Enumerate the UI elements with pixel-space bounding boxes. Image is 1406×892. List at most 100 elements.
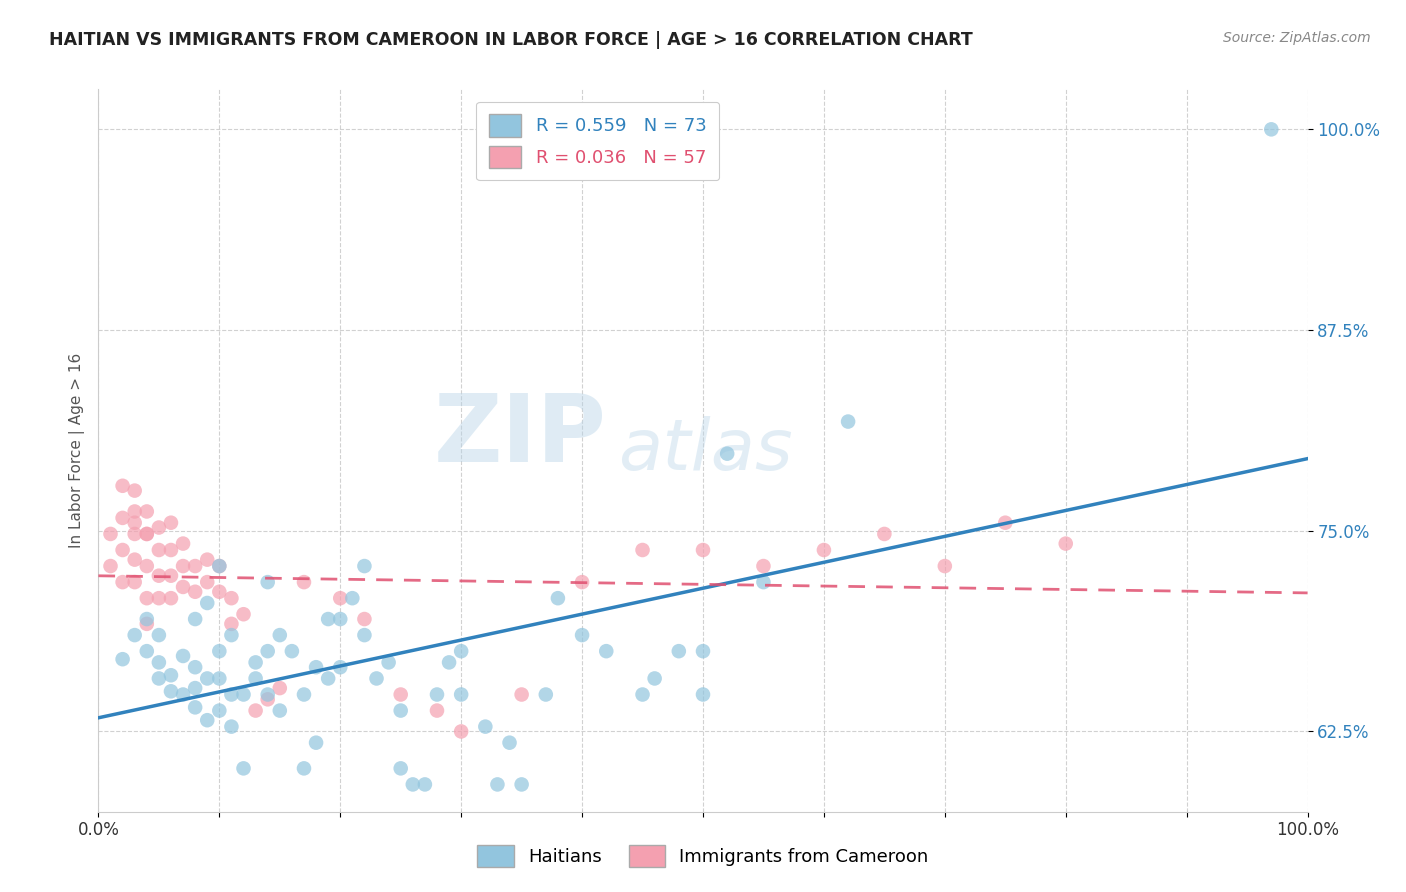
- Point: [413, 777, 436, 791]
- Point: [631, 688, 654, 702]
- Point: [221, 720, 243, 734]
- Point: [135, 527, 157, 541]
- Point: [208, 644, 231, 658]
- Point: [329, 612, 352, 626]
- Point: [160, 684, 183, 698]
- Point: [208, 559, 231, 574]
- Point: [547, 591, 569, 606]
- Point: [692, 543, 714, 558]
- Point: [571, 575, 593, 590]
- Point: [269, 681, 291, 695]
- Point: [269, 628, 291, 642]
- Point: [316, 612, 339, 626]
- Point: [402, 777, 425, 791]
- Point: [148, 543, 170, 558]
- Point: [195, 596, 218, 610]
- Point: [124, 527, 146, 541]
- Point: [124, 552, 146, 566]
- Point: [221, 591, 243, 606]
- Point: [752, 559, 775, 574]
- Point: [934, 559, 956, 574]
- Point: [353, 628, 375, 642]
- Point: [305, 736, 328, 750]
- Point: [195, 552, 218, 566]
- Legend: Haitians, Immigrants from Cameroon: Haitians, Immigrants from Cameroon: [470, 838, 936, 874]
- Point: [534, 688, 557, 702]
- Point: [172, 688, 194, 702]
- Point: [595, 644, 617, 658]
- Point: [716, 447, 738, 461]
- Point: [256, 692, 278, 706]
- Point: [389, 688, 412, 702]
- Point: [184, 612, 207, 626]
- Point: [269, 704, 291, 718]
- Point: [172, 559, 194, 574]
- Point: [631, 543, 654, 558]
- Point: [135, 559, 157, 574]
- Point: [184, 559, 207, 574]
- Point: [148, 672, 170, 686]
- Point: [256, 688, 278, 702]
- Point: [208, 704, 231, 718]
- Point: [498, 736, 520, 750]
- Point: [172, 648, 194, 663]
- Point: [184, 584, 207, 599]
- Point: [184, 660, 207, 674]
- Point: [148, 568, 170, 582]
- Point: [111, 511, 134, 525]
- Point: [1054, 536, 1077, 550]
- Point: [208, 672, 231, 686]
- Point: [135, 591, 157, 606]
- Point: [450, 688, 472, 702]
- Point: [329, 660, 352, 674]
- Point: [377, 656, 399, 670]
- Point: [124, 575, 146, 590]
- Point: [245, 656, 267, 670]
- Point: [474, 720, 496, 734]
- Point: [510, 777, 533, 791]
- Point: [305, 660, 328, 674]
- Point: [752, 575, 775, 590]
- Point: [148, 628, 170, 642]
- Point: [353, 559, 375, 574]
- Point: [342, 591, 364, 606]
- Point: [111, 652, 134, 666]
- Point: [195, 575, 218, 590]
- Point: [426, 688, 449, 702]
- Point: [195, 672, 218, 686]
- Point: [450, 724, 472, 739]
- Point: [100, 559, 122, 574]
- Point: [135, 644, 157, 658]
- Point: [124, 504, 146, 518]
- Point: [111, 575, 134, 590]
- Point: [160, 516, 183, 530]
- Point: [184, 700, 207, 714]
- Point: [692, 688, 714, 702]
- Point: [873, 527, 896, 541]
- Point: [172, 580, 194, 594]
- Point: [692, 644, 714, 658]
- Point: [160, 668, 183, 682]
- Point: [135, 504, 157, 518]
- Point: [837, 415, 859, 429]
- Point: [221, 628, 243, 642]
- Point: [281, 644, 304, 658]
- Point: [256, 644, 278, 658]
- Point: [221, 688, 243, 702]
- Point: [1260, 122, 1282, 136]
- Point: [813, 543, 835, 558]
- Point: [221, 616, 243, 631]
- Point: [135, 612, 157, 626]
- Point: [100, 527, 122, 541]
- Point: [316, 672, 339, 686]
- Point: [124, 483, 146, 498]
- Point: [292, 761, 315, 775]
- Point: [510, 688, 533, 702]
- Point: [124, 516, 146, 530]
- Point: [256, 575, 278, 590]
- Point: [148, 656, 170, 670]
- Point: [208, 584, 231, 599]
- Point: [184, 681, 207, 695]
- Point: [160, 568, 183, 582]
- Point: [245, 672, 267, 686]
